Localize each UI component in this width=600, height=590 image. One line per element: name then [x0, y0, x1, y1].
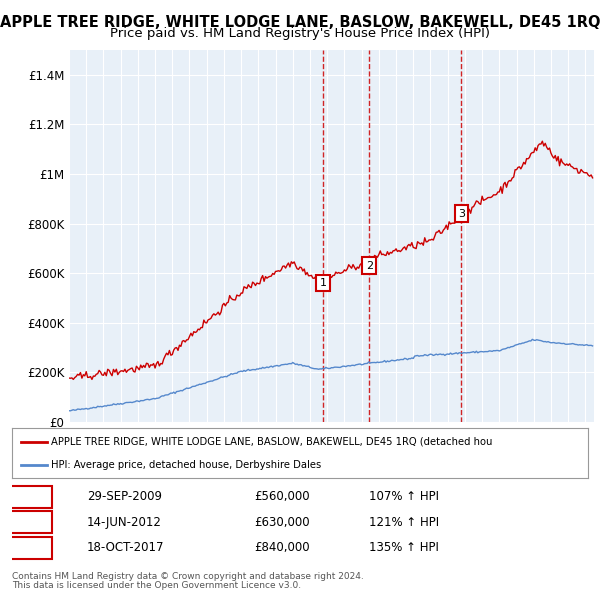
Text: 2: 2 — [26, 516, 34, 529]
Text: 2: 2 — [366, 261, 373, 271]
Text: 1: 1 — [26, 490, 34, 503]
Text: 1: 1 — [319, 278, 326, 288]
Text: This data is licensed under the Open Government Licence v3.0.: This data is licensed under the Open Gov… — [12, 581, 301, 590]
Text: APPLE TREE RIDGE, WHITE LODGE LANE, BASLOW, BAKEWELL, DE45 1RQ (detached hou: APPLE TREE RIDGE, WHITE LODGE LANE, BASL… — [51, 437, 493, 447]
FancyBboxPatch shape — [9, 486, 52, 508]
Text: Price paid vs. HM Land Registry's House Price Index (HPI): Price paid vs. HM Land Registry's House … — [110, 27, 490, 40]
Text: 121% ↑ HPI: 121% ↑ HPI — [369, 516, 439, 529]
Text: APPLE TREE RIDGE, WHITE LODGE LANE, BASLOW, BAKEWELL, DE45 1RQ: APPLE TREE RIDGE, WHITE LODGE LANE, BASL… — [0, 15, 600, 30]
FancyBboxPatch shape — [9, 511, 52, 533]
Text: 18-OCT-2017: 18-OCT-2017 — [87, 541, 164, 554]
Text: £560,000: £560,000 — [254, 490, 310, 503]
Text: 3: 3 — [27, 541, 34, 554]
Text: HPI: Average price, detached house, Derbyshire Dales: HPI: Average price, detached house, Derb… — [51, 460, 322, 470]
Text: £630,000: £630,000 — [254, 516, 310, 529]
FancyBboxPatch shape — [9, 537, 52, 559]
Text: 29-SEP-2009: 29-SEP-2009 — [87, 490, 162, 503]
Text: Contains HM Land Registry data © Crown copyright and database right 2024.: Contains HM Land Registry data © Crown c… — [12, 572, 364, 581]
Text: 14-JUN-2012: 14-JUN-2012 — [87, 516, 162, 529]
Text: 107% ↑ HPI: 107% ↑ HPI — [369, 490, 439, 503]
Text: 3: 3 — [458, 209, 465, 219]
Text: £840,000: £840,000 — [254, 541, 310, 554]
Text: 135% ↑ HPI: 135% ↑ HPI — [369, 541, 439, 554]
